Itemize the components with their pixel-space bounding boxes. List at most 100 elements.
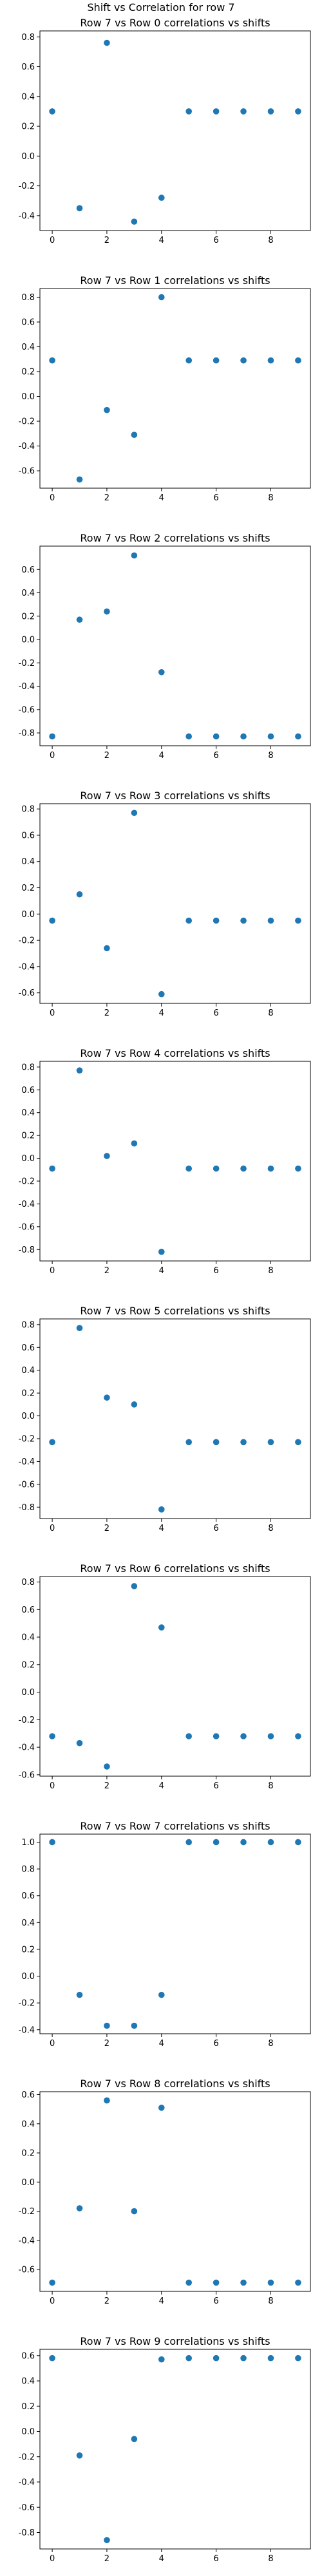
y-tick-label: 0.4 bbox=[21, 2377, 35, 2387]
y-tick-label: 0.0 bbox=[21, 1412, 35, 1421]
axes-frame bbox=[39, 1576, 311, 1777]
y-tick-label: -0.4 bbox=[19, 2025, 35, 2035]
data-point bbox=[131, 431, 138, 439]
y-tick-label: 0.6 bbox=[21, 831, 35, 840]
data-point bbox=[213, 1165, 220, 1172]
y-tick-label: 0.8 bbox=[21, 33, 35, 43]
x-tick-label: 0 bbox=[50, 2297, 55, 2306]
subplots: Row 7 vs Row 0 correlations vs shifts 0 2 4… bbox=[19, 17, 311, 2564]
data-point bbox=[267, 108, 274, 115]
data-point bbox=[131, 2436, 138, 2443]
x-tick-label: 8 bbox=[268, 236, 273, 245]
data-point bbox=[49, 108, 55, 115]
data-point bbox=[295, 1165, 301, 1172]
data-point bbox=[213, 2279, 220, 2286]
y-tick-label: -0.6 bbox=[19, 989, 35, 998]
data-point bbox=[131, 1583, 138, 1589]
y-tick-label: 0.4 bbox=[21, 1633, 35, 1643]
y-tick-label: 0.6 bbox=[21, 2351, 35, 2361]
subplot-title: Row 7 vs Row 0 correlations vs shifts bbox=[80, 17, 270, 29]
subplot-title: Row 7 vs Row 2 correlations vs shifts bbox=[80, 532, 270, 544]
x-tick-label: 2 bbox=[104, 751, 109, 761]
x-tick-label: 4 bbox=[159, 2297, 164, 2306]
y-tick-label: 0.0 bbox=[21, 152, 35, 162]
y-tick-label: 0.6 bbox=[21, 1605, 35, 1615]
y-tick-label: 0.4 bbox=[21, 343, 35, 352]
x-tick-label: 6 bbox=[213, 1524, 218, 1533]
data-point bbox=[240, 357, 247, 364]
x-tick-label: 4 bbox=[159, 2554, 164, 2564]
data-point bbox=[76, 616, 83, 623]
data-point bbox=[213, 357, 220, 364]
subplot-9: Row 7 vs Row 9 correlations vs shifts 0 2 4… bbox=[19, 2335, 311, 2564]
data-point bbox=[158, 294, 165, 301]
data-point bbox=[213, 1439, 220, 1446]
data-point bbox=[131, 2208, 138, 2215]
data-point bbox=[267, 1839, 274, 1846]
data-point bbox=[158, 2105, 165, 2111]
axes-frame bbox=[39, 545, 311, 746]
data-point bbox=[158, 194, 165, 201]
y-tick-label: -0.4 bbox=[19, 1457, 35, 1467]
data-point bbox=[185, 1439, 193, 1446]
data-point bbox=[240, 108, 247, 115]
y-tick-label: -0.6 bbox=[19, 2503, 35, 2513]
y-tick-label: 0.6 bbox=[21, 565, 35, 575]
data-point bbox=[295, 2354, 301, 2362]
data-point bbox=[213, 1839, 220, 1846]
y-tick-label: 0.2 bbox=[21, 1945, 35, 1955]
y-tick-label: 0.2 bbox=[21, 1132, 35, 1141]
data-point bbox=[158, 1991, 165, 1998]
data-point bbox=[267, 1733, 274, 1739]
y-tick-label: -0.4 bbox=[19, 682, 35, 692]
y-tick-label: 0.6 bbox=[21, 1343, 35, 1353]
x-tick-label: 8 bbox=[268, 2554, 273, 2564]
y-tick-label: -0.2 bbox=[19, 2207, 35, 2217]
data-point bbox=[49, 733, 55, 740]
x-tick-label: 0 bbox=[50, 236, 55, 245]
x-tick-label: 2 bbox=[104, 1266, 109, 1276]
data-point bbox=[158, 2356, 165, 2363]
x-tick-label: 2 bbox=[104, 1524, 109, 1533]
data-point bbox=[49, 2279, 55, 2286]
data-point bbox=[131, 218, 138, 225]
data-point bbox=[158, 990, 165, 998]
y-tick-label: -0.2 bbox=[19, 2452, 35, 2462]
data-point bbox=[240, 1165, 247, 1172]
y-tick-label: 0.4 bbox=[21, 1366, 35, 1376]
data-point bbox=[76, 205, 83, 212]
y-tick-label: -0.6 bbox=[19, 1770, 35, 1780]
x-tick-label: 0 bbox=[50, 493, 55, 503]
y-tick-label: 0.8 bbox=[21, 805, 35, 815]
subplot-5: Row 7 vs Row 5 correlations vs shifts 0 2 4… bbox=[19, 1305, 311, 1533]
data-point bbox=[76, 1739, 83, 1747]
axes-frame bbox=[39, 2349, 311, 2550]
x-tick-label: 2 bbox=[104, 2297, 109, 2306]
axes-frame bbox=[39, 1833, 311, 2034]
x-tick-label: 0 bbox=[50, 2554, 55, 2564]
x-tick-label: 0 bbox=[50, 1524, 55, 1533]
y-tick-label: 0.8 bbox=[21, 1063, 35, 1072]
y-tick-label: -0.6 bbox=[19, 705, 35, 715]
y-tick-label: 0.2 bbox=[21, 2149, 35, 2159]
data-point bbox=[267, 1439, 274, 1446]
x-tick-label: 0 bbox=[50, 1781, 55, 1791]
data-point bbox=[213, 2354, 220, 2362]
data-point bbox=[131, 1401, 138, 1408]
data-point bbox=[267, 2354, 274, 2362]
y-tick-label: -0.2 bbox=[19, 1999, 35, 2009]
data-point bbox=[76, 2205, 83, 2211]
y-tick-label: 0.4 bbox=[21, 1108, 35, 1118]
data-point bbox=[104, 1763, 110, 1770]
y-tick-label: -0.2 bbox=[19, 417, 35, 427]
x-tick-label: 4 bbox=[159, 2039, 164, 2049]
subplot-title: Row 7 vs Row 8 correlations vs shifts bbox=[80, 2078, 270, 2090]
data-point bbox=[185, 733, 193, 740]
subplot-6: Row 7 vs Row 6 correlations vs shifts 0 2 4… bbox=[19, 1562, 311, 1791]
y-tick-label: 0.4 bbox=[21, 2119, 35, 2129]
y-tick-label: 0.0 bbox=[21, 1972, 35, 1982]
data-point bbox=[185, 917, 193, 924]
x-tick-label: 4 bbox=[159, 751, 164, 761]
y-tick-label: 0.6 bbox=[21, 2090, 35, 2100]
x-tick-label: 6 bbox=[213, 1781, 218, 1791]
